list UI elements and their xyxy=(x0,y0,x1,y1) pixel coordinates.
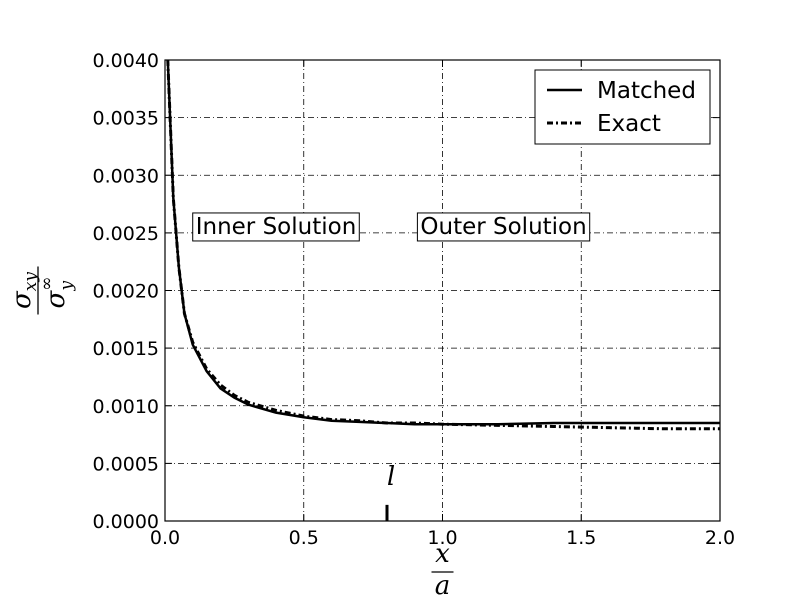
annotation-frame xyxy=(416,212,591,242)
axis-layer: 0.0 0.5 1.0 1.5 2.0 0.0000 0.0005 0.0010 0.0015 0… xyxy=(93,50,736,549)
x-tick-label: 0.0 xyxy=(150,527,180,549)
y-axis-label-numerator-base: σ xyxy=(7,290,37,309)
legend-frame xyxy=(534,69,711,145)
legend-label-matched: Matched xyxy=(597,78,696,104)
y-tick-label: 0.0005 xyxy=(93,453,159,475)
y-tick-label: 0.0040 xyxy=(93,50,159,72)
y-tick-label: 0.0010 xyxy=(93,396,159,418)
annotation-label: Outer Solution xyxy=(420,214,586,240)
x-axis-label-numerator: x xyxy=(435,539,450,569)
y-axis-label-numerator: σxy xyxy=(7,272,41,309)
legend-label-exact: Exact xyxy=(597,111,661,137)
y-tick-label: 0.0030 xyxy=(93,165,159,187)
y-tick-label: 0.0025 xyxy=(93,223,159,245)
x-tick-label: 0.5 xyxy=(289,527,319,549)
l-marker-label: l xyxy=(387,462,395,492)
series-line-matched xyxy=(166,60,720,426)
y-axis-label-denominator: σ∞y xyxy=(37,277,77,309)
x-tick-label: 1.0 xyxy=(427,527,457,549)
y-axis-label-numerator-sub: xy xyxy=(21,272,41,292)
annotation-box: Inner Solution xyxy=(192,212,360,242)
y-tick-label: 0.0015 xyxy=(93,338,159,360)
y-tick-label: 0.0000 xyxy=(93,511,159,533)
series-line-exact xyxy=(166,60,720,431)
y-axis-label-denominator-sub: y xyxy=(57,281,77,292)
y-axis-label-denominator-base: σ xyxy=(41,289,71,308)
annotation-layer: Inner Solution Outer Solution l xyxy=(192,212,591,521)
x-tick-label: 2.0 xyxy=(705,527,735,549)
y-axis-label-denominator-sup: ∞ xyxy=(37,277,57,291)
legend: Matched Exact xyxy=(534,69,711,145)
x-tick-label: 1.5 xyxy=(566,527,596,549)
annotation-frame xyxy=(192,212,360,242)
series-layer xyxy=(166,60,720,431)
y-tick-label: 0.0035 xyxy=(93,108,159,130)
annotation-box: Outer Solution xyxy=(416,212,591,242)
x-axis-label: xa xyxy=(431,539,454,600)
y-tick-label: 0.0020 xyxy=(93,281,159,303)
legend-layer: Matched Exact xyxy=(534,69,711,145)
annotation-label: Inner Solution xyxy=(196,214,357,240)
x-axis-label-denominator: a xyxy=(435,571,451,600)
